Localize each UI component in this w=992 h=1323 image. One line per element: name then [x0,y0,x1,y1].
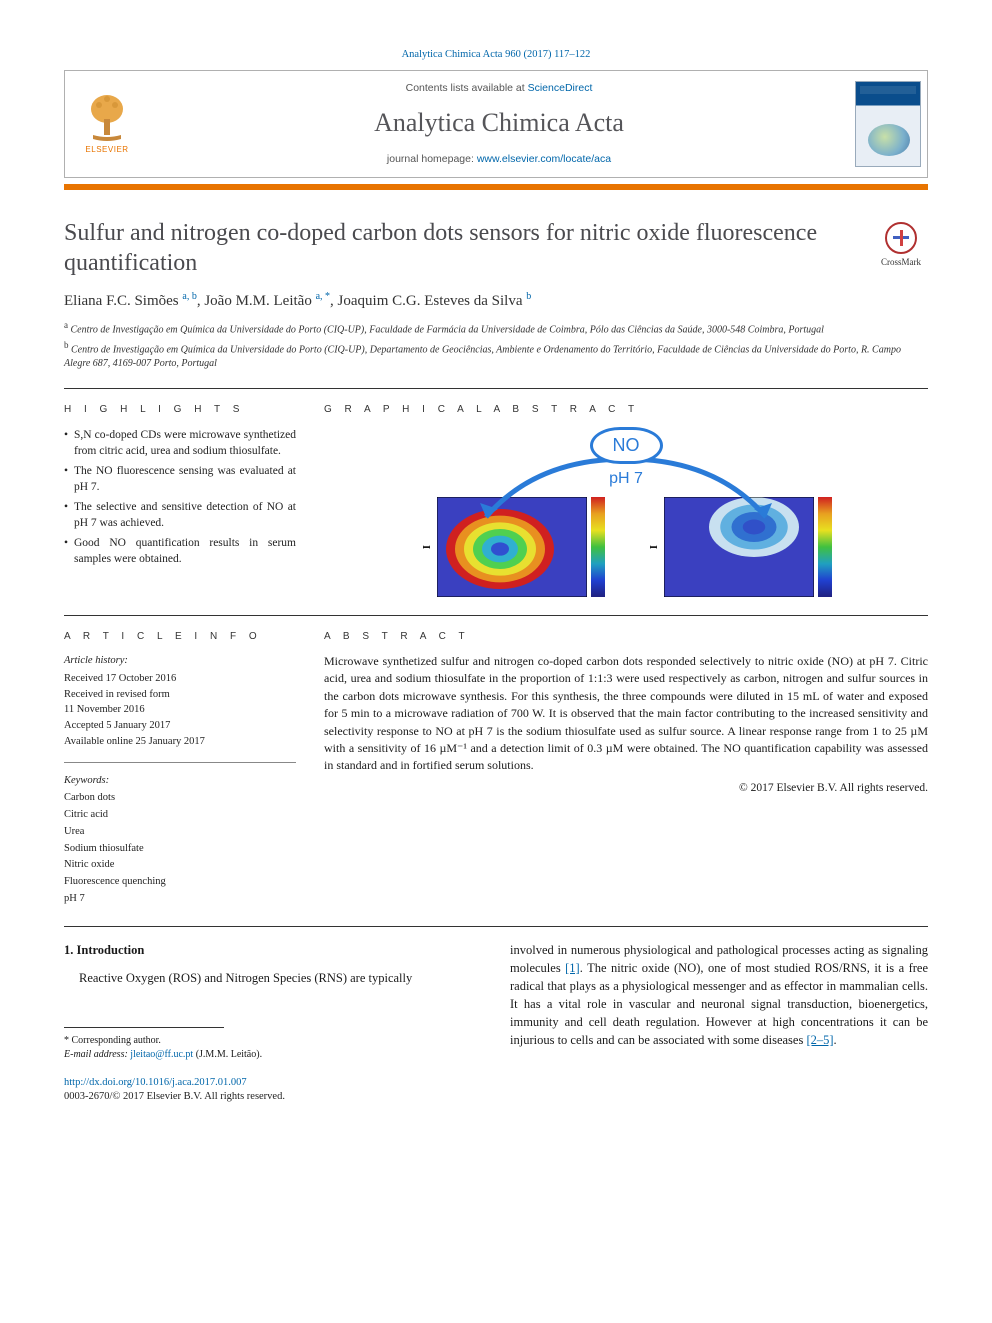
keywords-head: Keywords: [64,773,296,789]
history-line: 11 November 2016 [64,702,296,718]
keyword: Sodium thiosulfate [64,841,296,857]
body-para-2: involved in numerous physiological and p… [510,941,928,1050]
highlight-item: The selective and sensitive detection of… [64,499,296,531]
homepage-line: journal homepage: www.elsevier.com/locat… [387,152,611,166]
email-label: E-mail address: [64,1049,128,1060]
article-info-block: Article history: Received 17 October 201… [64,653,296,907]
graphical-abstract-figure: NO pH 7 I I [324,427,928,597]
keywords-list: Carbon dotsCitric acidUreaSodium thiosul… [64,790,296,906]
crossmark-label: CrossMark [881,256,921,268]
ga-no-label: NO [590,427,663,464]
body-col2-frag-c: . [834,1033,837,1047]
keyword: Carbon dots [64,790,296,806]
title-row: Sulfur and nitrogen co-doped carbon dots… [64,218,928,290]
article-title: Sulfur and nitrogen co-doped carbon dots… [64,218,858,278]
journal-header-mid: Contents lists available at ScienceDirec… [149,71,849,176]
highlight-item: Good NO quantification results in serum … [64,535,296,567]
corr-email-link[interactable]: jleitao@ff.uc.pt [130,1049,193,1060]
body-para-1: Reactive Oxygen (ROS) and Nitrogen Speci… [64,969,482,987]
body-col1-text: Reactive Oxygen (ROS) and Nitrogen Speci… [79,971,412,985]
abstract-col: A B S T R A C T Microwave synthetized su… [324,630,928,908]
doi-link[interactable]: http://dx.doi.org/10.1016/j.aca.2017.01.… [64,1077,247,1088]
ga-y-axis-label-left: I [420,545,435,549]
doi-line: http://dx.doi.org/10.1016/j.aca.2017.01.… [64,1076,928,1090]
highlight-item: The NO fluorescence sensing was evaluate… [64,463,296,495]
keyword: Citric acid [64,807,296,823]
history-line: Received in revised form [64,687,296,703]
orange-divider [64,184,928,190]
keyword: Nitric oxide [64,857,296,873]
running-head-citation: Analytica Chimica Acta 960 (2017) 117–12… [64,48,928,62]
highlights-col: H I G H L I G H T S S,N co-doped CDs wer… [64,403,296,597]
homepage-link[interactable]: www.elsevier.com/locate/aca [477,153,611,165]
issn-copyright-line: 0003-2670/© 2017 Elsevier B.V. All right… [64,1090,928,1104]
keyword: Fluorescence quenching [64,874,296,890]
article-info-heading: A R T I C L E I N F O [64,630,296,644]
journal-cover-col [849,71,927,176]
rule-after-highlights [64,615,928,616]
rule-after-affil [64,388,928,389]
highlights-ga-row: H I G H L I G H T S S,N co-doped CDs wer… [64,403,928,597]
footnote-rule [64,1027,224,1028]
corr-author-line: * Corresponding author. [64,1034,482,1048]
highlights-heading: H I G H L I G H T S [64,403,296,417]
abstract-copyright: © 2017 Elsevier B.V. All rights reserved… [324,781,928,797]
journal-cover-thumbnail [855,81,921,167]
history-line: Available online 25 January 2017 [64,734,296,750]
journal-name: Analytica Chimica Acta [374,105,624,140]
corr-email-person: (J.M.M. Leitão). [196,1049,262,1060]
keyword: pH 7 [64,891,296,907]
abstract-heading: A B S T R A C T [324,630,928,644]
contents-prefix: Contents lists available at [406,82,528,94]
sciencedirect-link[interactable]: ScienceDirect [528,82,593,94]
crossmark-icon [885,222,917,254]
elsevier-logo: ELSEVIER [80,89,134,159]
publisher-logo-col: ELSEVIER [65,71,149,176]
graphical-abstract-col: G R A P H I C A L A B S T R A C T NO pH … [324,403,928,597]
history-line: Received 17 October 2016 [64,671,296,687]
corresponding-author-footnote: * Corresponding author. E-mail address: … [64,1034,482,1062]
ref-link-2-5[interactable]: [2–5] [806,1033,833,1047]
highlight-item: S,N co-doped CDs were microwave syntheti… [64,427,296,459]
abstract-text: Microwave synthetized sulfur and nitroge… [324,653,928,775]
affiliation: b Centro de Investigação em Química da U… [64,339,928,370]
crossmark-badge[interactable]: CrossMark [874,222,928,268]
article-history-head: Article history: [64,653,296,669]
affiliation: a Centro de Investigação em Química da U… [64,319,928,337]
article-info-col: A R T I C L E I N F O Article history: R… [64,630,296,908]
ga-colorbar-right [818,497,832,597]
article-history-lines: Received 17 October 2016Received in revi… [64,671,296,750]
graphical-abstract-heading: G R A P H I C A L A B S T R A C T [324,403,928,417]
contents-available-line: Contents lists available at ScienceDirec… [406,81,593,95]
info-inner-rule [64,762,296,763]
rule-before-body [64,926,928,927]
ga-ph-label: pH 7 [609,468,643,490]
keyword: Urea [64,824,296,840]
elsevier-tree-icon [85,91,129,143]
affiliations: a Centro de Investigação em Química da U… [64,319,928,370]
highlights-list: S,N co-doped CDs were microwave syntheti… [64,427,296,568]
homepage-prefix: journal homepage: [387,153,477,165]
publisher-name: ELSEVIER [85,145,128,156]
corr-email-line: E-mail address: jleitao@ff.uc.pt (J.M.M.… [64,1048,482,1062]
author-list: Eliana F.C. Simões a, b, João M.M. Leitã… [64,290,928,311]
body-columns: 1. Introduction Reactive Oxygen (ROS) an… [64,941,928,1062]
history-line: Accepted 5 January 2017 [64,718,296,734]
section-1-heading: 1. Introduction [64,941,482,959]
info-abstract-row: A R T I C L E I N F O Article history: R… [64,630,928,908]
ref-link-1[interactable]: [1] [565,961,580,975]
journal-header-box: ELSEVIER Contents lists available at Sci… [64,70,928,177]
page: Analytica Chimica Acta 960 (2017) 117–12… [0,0,992,1144]
ga-y-axis-label-right: I [647,545,662,549]
